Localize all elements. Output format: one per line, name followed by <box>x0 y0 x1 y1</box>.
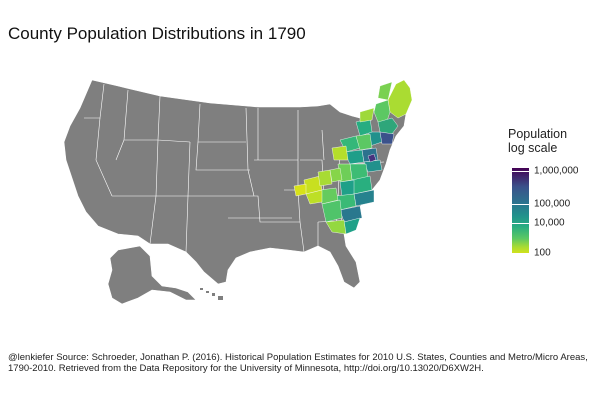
legend-tick-10000 <box>512 223 529 224</box>
legend-title-line1: Population <box>508 127 568 141</box>
legend-tick-100000 <box>512 204 529 205</box>
alaska <box>107 245 197 305</box>
legend-title-line2: log scale <box>508 141 558 155</box>
legend-tick-100 <box>512 253 529 254</box>
source-caption: @lenkiefer Source: Schroeder, Jonathan P… <box>8 352 593 374</box>
legend-tick-1000000 <box>512 171 529 172</box>
legend-label-10000: 10,000 <box>534 217 565 229</box>
populated-counties <box>293 79 413 235</box>
hawaii <box>200 288 223 300</box>
legend-colorbar <box>512 168 529 254</box>
map-title: County Population Distributions in 1790 <box>8 24 306 43</box>
legend: Population log scale 1,000,000 100,000 1… <box>508 127 579 259</box>
legend-label-100000: 100,000 <box>534 198 571 210</box>
caption-handle: @lenkiefer <box>8 352 54 363</box>
legend-title: Population log scale <box>508 127 567 155</box>
legend-label-1000000: 1,000,000 <box>534 165 579 177</box>
caption-source: Source: Schroeder, Jonathan P. (2016). H… <box>8 352 588 374</box>
legend-label-100: 100 <box>534 247 551 259</box>
